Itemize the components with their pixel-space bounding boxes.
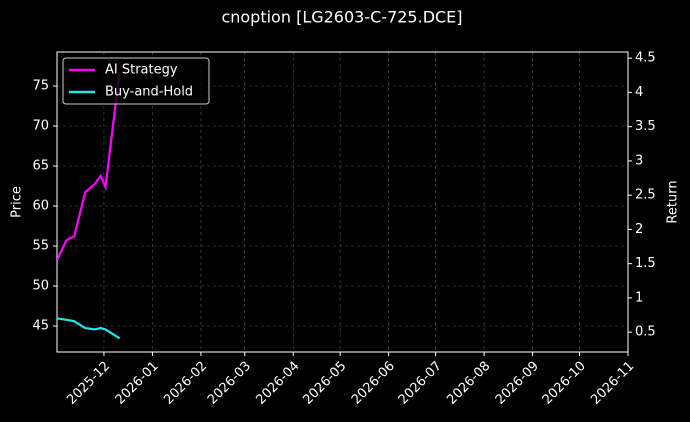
y2-tick-label: 3	[635, 153, 643, 168]
y-tick-label: 60	[32, 199, 49, 214]
y2-axis-label: Return	[666, 180, 681, 223]
x-tick-label: 2026-01	[113, 359, 162, 408]
y2-tick-label: 4	[635, 85, 643, 100]
series-line	[57, 317, 121, 340]
series-line	[57, 71, 121, 261]
y-tick-label: 70	[32, 119, 49, 134]
x-tick-label: 2026-10	[540, 359, 589, 408]
x-tick-label: 2026-02	[161, 359, 210, 408]
x-tick-label: 2026-03	[205, 359, 254, 408]
y2-tick-label: 2	[635, 222, 643, 237]
y-tick-label: 50	[32, 279, 49, 294]
y-tick-label: 55	[32, 239, 49, 254]
legend-label: Buy-and-Hold	[105, 85, 193, 100]
y2-tick-label: 3.5	[635, 119, 656, 134]
y2-tick-label: 2.5	[635, 188, 656, 203]
y2-tick-label: 1.5	[635, 256, 656, 271]
legend-label: AI Strategy	[105, 63, 178, 78]
y-axis-label: Price	[10, 186, 25, 218]
y2-tick-label: 0.5	[635, 325, 656, 340]
x-tick-label: 2026-07	[396, 359, 445, 408]
x-tick-label: 2026-06	[349, 359, 398, 408]
x-tick-label: 2025-12	[64, 359, 113, 408]
x-tick-label: 2026-04	[254, 359, 303, 408]
x-tick-label: 2026-11	[588, 359, 637, 408]
x-tick-label: 2026-09	[493, 359, 542, 408]
x-tick-label: 2026-08	[444, 359, 493, 408]
y-tick-label: 65	[32, 159, 49, 174]
plot-frame	[56, 51, 629, 353]
y-tick-label: 45	[32, 319, 49, 334]
y-tick-label: 75	[32, 79, 49, 94]
x-tick-label: 2026-05	[300, 359, 349, 408]
y2-tick-label: 1	[635, 290, 643, 305]
legend-box	[62, 57, 210, 105]
y2-tick-label: 4.5	[635, 51, 656, 66]
chart-title: cnoption [LG2603-C-725.DCE]	[221, 8, 462, 27]
